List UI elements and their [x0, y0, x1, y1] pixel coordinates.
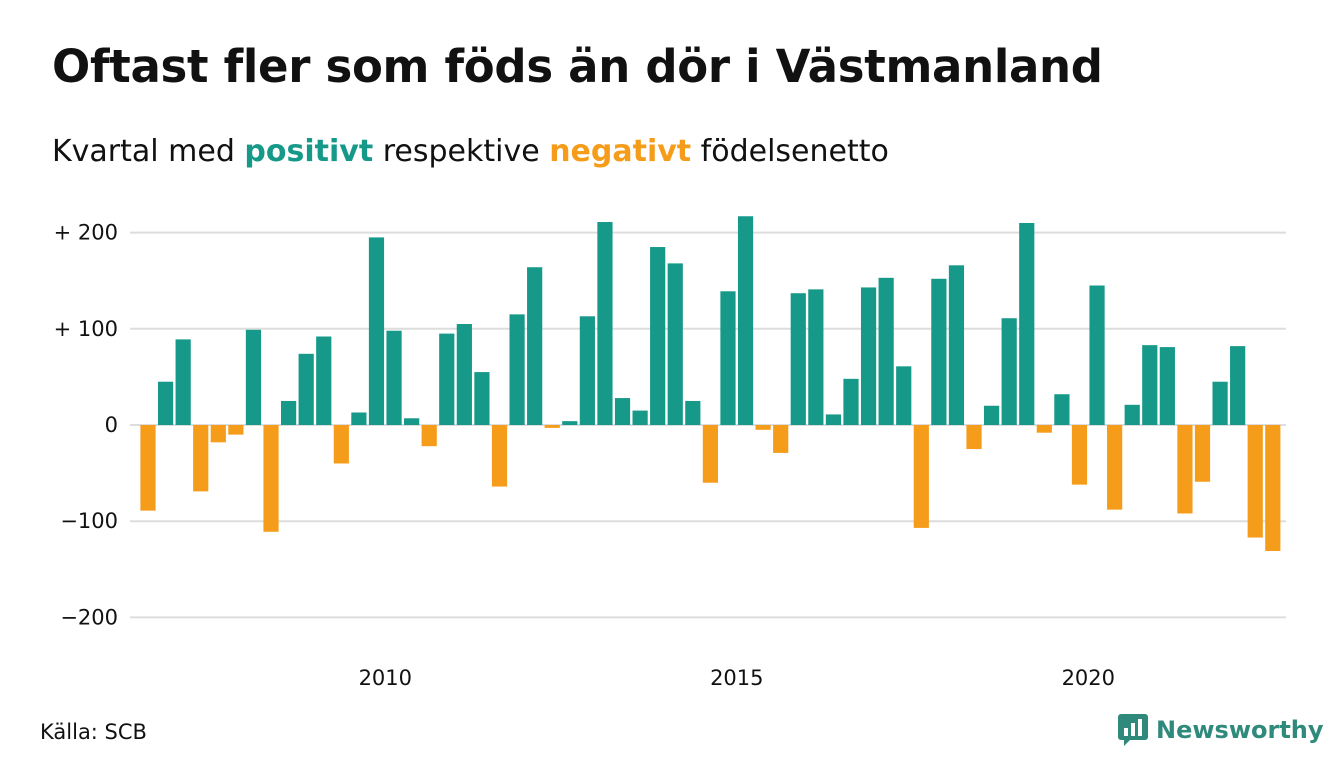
bar [421, 425, 437, 447]
bar [825, 414, 842, 425]
bar [474, 372, 490, 425]
bar [1159, 347, 1175, 425]
bar [1036, 425, 1052, 433]
subtitle-suffix: födelsenetto [691, 134, 889, 169]
bar [509, 314, 525, 425]
bar [878, 277, 894, 425]
bar [984, 405, 1000, 425]
bar [1247, 425, 1263, 538]
bar [175, 339, 191, 425]
bar [245, 329, 262, 425]
bar [140, 425, 156, 511]
bar [650, 247, 666, 425]
bar [614, 398, 631, 425]
bar [1124, 404, 1140, 425]
bar [527, 267, 543, 425]
y-tick-label: −200 [60, 605, 118, 629]
bar [1265, 425, 1281, 552]
bar [491, 425, 508, 487]
bar [439, 333, 455, 425]
bar [1107, 425, 1123, 510]
bar [790, 293, 806, 425]
x-axis-ticks: 2010 2015 2020 [359, 666, 1115, 690]
bar [808, 289, 824, 425]
bar [210, 425, 226, 443]
bar [632, 410, 648, 425]
newsworthy-logo-icon [1118, 714, 1148, 746]
bar [913, 425, 929, 528]
x-tick-label: 2010 [359, 666, 412, 690]
bars [140, 216, 1281, 552]
y-tick-label: + 100 [54, 317, 118, 341]
bar [1019, 222, 1035, 425]
subtitle-middle: respektive [373, 134, 550, 169]
y-tick-label: −100 [60, 509, 118, 533]
bar [737, 216, 754, 425]
bar [333, 425, 349, 464]
y-tick-label: + 200 [54, 221, 118, 245]
bar [298, 353, 314, 425]
chart-subtitle: Kvartal med positivt respektive negativt… [52, 134, 889, 169]
bar [948, 265, 965, 425]
x-tick-label: 2015 [710, 666, 763, 690]
bar [1230, 346, 1246, 425]
brand-name: Newsworthy [1156, 716, 1324, 744]
brand-logo: Newsworthy [1118, 714, 1324, 746]
bar [966, 425, 982, 450]
subtitle-prefix: Kvartal med [52, 134, 245, 169]
source-note: Källa: SCB [40, 720, 147, 744]
bar [843, 378, 859, 425]
bar [368, 237, 385, 425]
bar [228, 425, 244, 435]
bar [931, 278, 947, 425]
bar [773, 425, 789, 453]
chart-title: Oftast fler som föds än dör i Västmanlan… [52, 40, 1103, 93]
bar [685, 400, 701, 425]
bar [579, 316, 595, 425]
subtitle-positive-word: positivt [244, 134, 374, 169]
bar [860, 287, 877, 425]
bar [193, 425, 209, 492]
bar [456, 323, 472, 425]
bar [1089, 285, 1105, 425]
bar [1001, 318, 1017, 425]
bar [562, 421, 578, 425]
bar [157, 381, 174, 425]
bar [702, 425, 718, 483]
bar [597, 222, 613, 425]
bar [316, 336, 332, 425]
bar [1194, 425, 1211, 482]
bar [544, 425, 560, 428]
bar [281, 400, 297, 425]
bar [720, 291, 736, 425]
bar [404, 418, 420, 425]
x-tick-label: 2020 [1062, 666, 1115, 690]
bar [263, 425, 279, 532]
y-tick-label: 0 [105, 413, 118, 437]
bar [386, 330, 402, 425]
bar [1054, 394, 1070, 425]
bar [667, 263, 683, 425]
bar [1142, 345, 1158, 425]
bar [1071, 425, 1088, 485]
bar-chart: + 200 + 100 0 −100 −200 2010 2015 2020 [54, 216, 1286, 690]
bar [1177, 425, 1193, 514]
bar [351, 412, 367, 425]
y-axis-ticks: + 200 + 100 0 −100 −200 [54, 221, 118, 630]
bar [1212, 381, 1228, 425]
bar [896, 366, 912, 425]
bar [755, 425, 771, 430]
subtitle-negative-word: negativt [549, 134, 692, 169]
